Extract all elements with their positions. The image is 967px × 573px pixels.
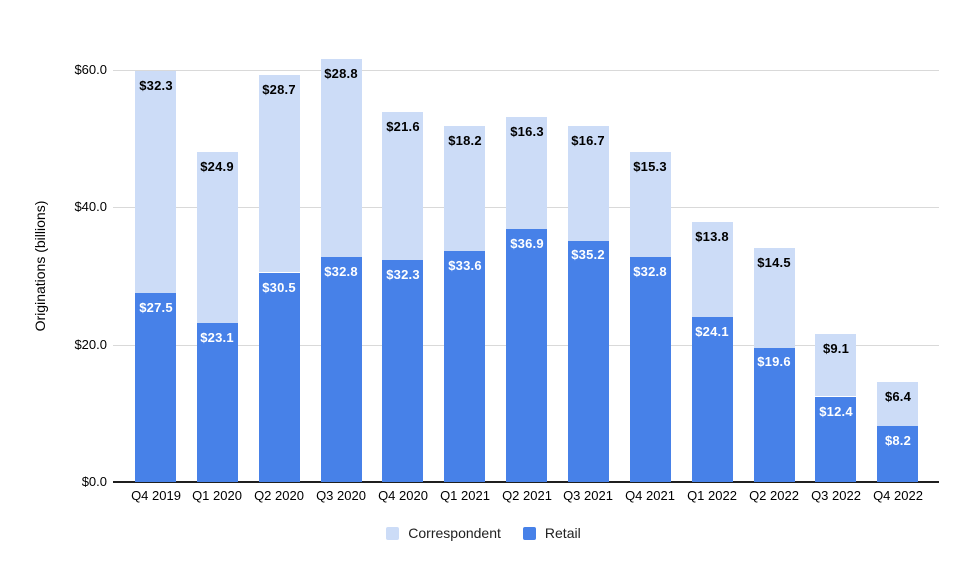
bar-segment-retail[interactable] [754,347,795,482]
bar-value-label-correspondent: $21.6 [386,119,420,134]
bar-value-label-retail: $30.5 [262,280,296,295]
bar-value-label-retail: $32.8 [633,264,667,279]
bar-segment-retail[interactable] [877,426,918,482]
bar-segment-retail[interactable] [630,257,671,482]
bar-value-label-retail: $23.1 [200,330,234,345]
bar-value-label-retail: $32.3 [386,267,420,282]
bar-segment-correspondent[interactable] [197,152,238,323]
x-tick-label: Q3 2021 [563,488,613,503]
bar-value-label-retail: $27.5 [139,300,173,315]
x-tick-label: Q4 2019 [131,488,181,503]
x-tick-label: Q3 2022 [811,488,861,503]
gridline [113,70,939,71]
y-tick-label: $20.0 [74,337,107,352]
bar-value-label-retail: $32.8 [324,264,358,279]
bar-value-label-correspondent: $24.9 [200,159,234,174]
bar-segment-correspondent[interactable] [568,126,609,241]
x-tick-label: Q4 2022 [873,488,923,503]
bar-segment-retail[interactable] [506,229,547,482]
legend-swatch-icon [522,527,536,540]
bar-segment-retail[interactable] [568,240,609,482]
bar-segment-retail[interactable] [135,293,176,482]
x-tick-label: Q2 2020 [254,488,304,503]
bar-value-label-correspondent: $15.3 [633,159,667,174]
bar-value-label-retail: $12.4 [819,404,853,419]
bar-segment-correspondent[interactable] [815,334,856,396]
bar-value-label-correspondent: $6.4 [884,389,912,404]
bar-segment-correspondent[interactable] [259,75,300,272]
bar-segment-correspondent[interactable] [382,112,423,260]
x-tick-label: Q1 2021 [440,488,490,503]
bar-value-label-correspondent: $13.8 [695,229,729,244]
bar-value-label-correspondent: $9.1 [822,341,850,356]
bar-segment-correspondent[interactable] [630,152,671,257]
legend-label: Retail [544,525,581,541]
bar-segment-retail[interactable] [321,257,362,482]
bar-segment-retail[interactable] [692,317,733,482]
bar-segment-correspondent[interactable] [321,59,362,257]
bar-value-label-retail: $19.6 [757,354,791,369]
x-tick-label: Q2 2021 [502,488,552,503]
bar-segment-correspondent[interactable] [692,222,733,317]
x-tick-label: Q1 2022 [687,488,737,503]
bar-segment-correspondent[interactable] [444,126,485,251]
bar-segment-retail[interactable] [815,397,856,482]
legend: Correspondent Retail [0,525,967,542]
bar-segment-correspondent[interactable] [877,382,918,426]
x-axis-line [113,481,939,483]
bar-value-label-retail: $36.9 [510,236,544,251]
bar-value-label-retail: $33.6 [448,258,482,273]
bar-segment-retail[interactable] [197,323,238,482]
legend-swatch-icon [386,527,400,540]
bar-value-label-retail: $24.1 [695,324,729,339]
bar-segment-correspondent[interactable] [506,117,547,229]
bar-segment-retail[interactable] [444,251,485,482]
bar-segment-retail[interactable] [259,273,300,482]
x-tick-label: Q4 2021 [625,488,675,503]
bar-value-label-correspondent: $14.5 [757,255,791,270]
bar-value-label-retail: $35.2 [571,247,605,262]
bar-value-label-correspondent: $16.7 [571,133,605,148]
bar-value-label-correspondent: $28.7 [262,82,296,97]
bar-segment-retail[interactable] [382,260,423,482]
legend-item-correspondent[interactable]: Correspondent [386,525,501,542]
bar-value-label-retail: $8.2 [884,433,912,448]
x-tick-label: Q3 2020 [316,488,366,503]
bar-value-label-correspondent: $16.3 [510,124,544,139]
bar-value-label-correspondent: $18.2 [448,133,482,148]
bar-segment-correspondent[interactable] [135,71,176,293]
y-tick-label: $0.0 [81,474,107,489]
bar-value-label-correspondent: $32.3 [139,78,173,93]
legend-item-retail[interactable]: Retail [522,525,581,542]
bar-segment-correspondent[interactable] [754,248,795,348]
y-tick-label: $60.0 [74,62,107,77]
x-tick-label: Q2 2022 [749,488,799,503]
y-tick-label: $40.0 [74,199,107,214]
x-tick-label: Q4 2020 [378,488,428,503]
x-tick-label: Q1 2020 [192,488,242,503]
legend-label: Correspondent [408,525,501,541]
bar-value-label-correspondent: $28.8 [324,66,358,81]
